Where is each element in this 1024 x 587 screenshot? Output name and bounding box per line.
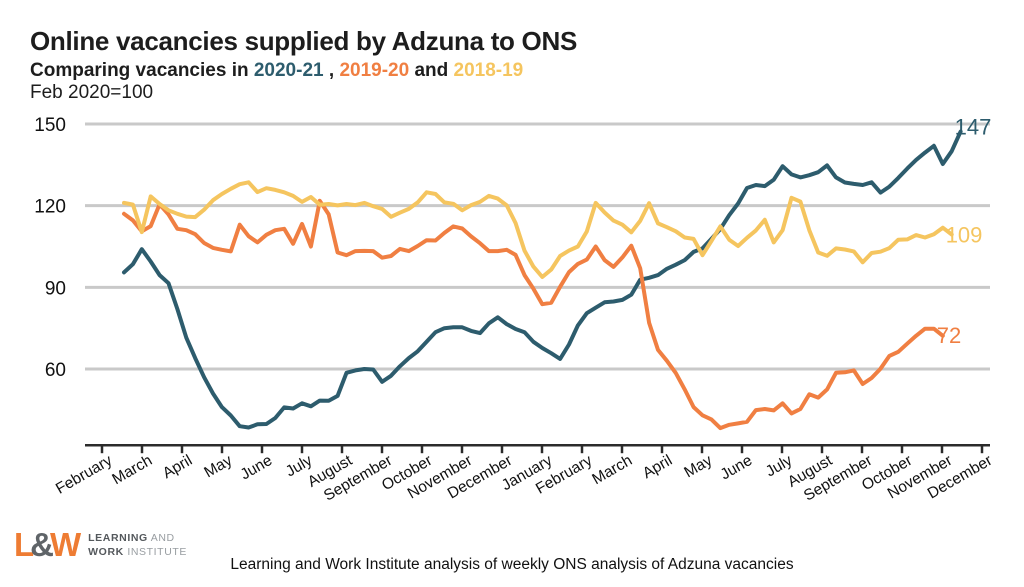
x-tick-label-may-3: May: [201, 452, 235, 481]
series-line-2018-19: [122, 180, 954, 279]
x-tick-label-june-4: June: [238, 452, 276, 484]
logo-ampersand-icon: &: [30, 526, 54, 563]
x-tick-label-february-0: February: [53, 452, 115, 498]
subtitle-prefix: Comparing vacancies in: [30, 60, 254, 81]
y-axis-label-90: 90: [45, 278, 66, 299]
index-baseline-note: Feb 2020=100: [30, 82, 154, 103]
series-line-2019-20: [122, 198, 945, 431]
y-axis-label-120: 120: [34, 197, 66, 218]
x-tick-label-june-16: June: [718, 452, 756, 484]
legend-2019-20: 2019-20: [339, 60, 410, 81]
series-end-value-2018-19: 109: [946, 223, 983, 248]
subtitle-and: and: [409, 60, 454, 81]
logo-line1-bold: LEARNING: [88, 532, 148, 544]
x-tick-label-april-2: April: [160, 452, 195, 482]
series-end-value-2019-20: 72: [937, 323, 961, 348]
logo-line2-bold: WORK: [88, 546, 124, 558]
legend-2020-21: 2020-21: [253, 60, 324, 81]
logo-line2-rest: INSTITUTE: [123, 546, 187, 558]
lw-logo-text: LEARNING AND WORK INSTITUTE: [88, 531, 187, 559]
y-axis-label-150: 150: [34, 115, 66, 136]
legend-2018-19: 2018-19: [453, 60, 524, 81]
logo-line1-rest: AND: [147, 532, 175, 544]
y-axis-label-60: 60: [45, 360, 66, 381]
lw-logo-mark: L&W: [14, 526, 81, 563]
subtitle-separator: ,: [323, 60, 340, 81]
logo-letter-l: L: [14, 526, 34, 563]
series-end-value-2020-21: 147: [955, 115, 992, 140]
page-title: Online vacancies supplied by Adzuna to O…: [30, 26, 577, 56]
logo-letter-w: W: [50, 526, 81, 563]
chart-subtitle: Comparing vacancies in 2020-21 , 2019-20…: [30, 60, 523, 82]
series-line-2020-21: [122, 129, 963, 430]
x-tick-label-march-13: March: [589, 452, 635, 488]
source-caption: Learning and Work Institute analysis of …: [230, 556, 794, 573]
lw-institute-logo: L&W LEARNING AND WORK INSTITUTE: [14, 527, 187, 563]
x-tick-label-march-1: March: [109, 452, 155, 488]
x-tick-label-may-15: May: [681, 452, 715, 481]
x-tick-label-april-14: April: [640, 452, 675, 482]
